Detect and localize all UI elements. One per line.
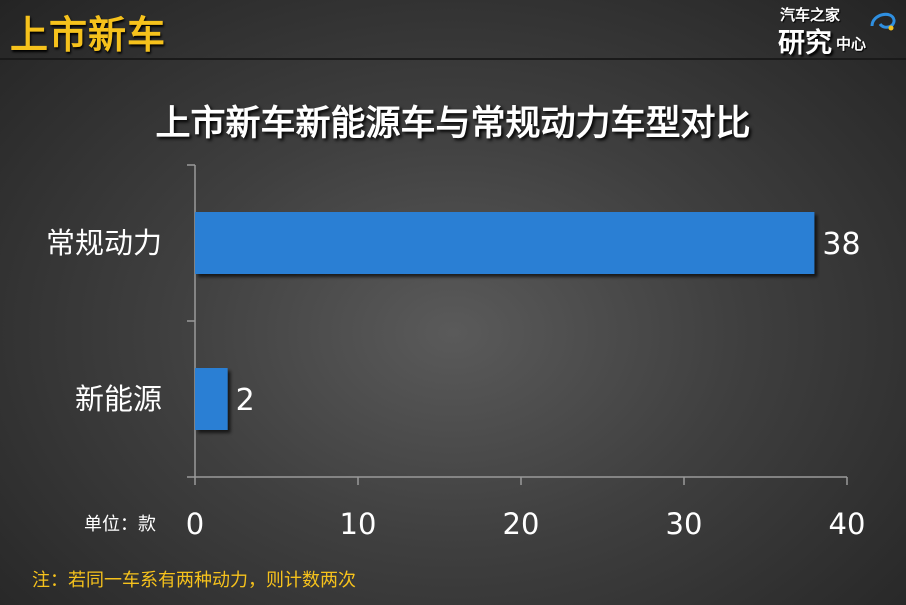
logo-top-text: 汽车之家 <box>780 6 841 24</box>
autohome-research-logo: 汽车之家 研究 中心 <box>778 4 898 59</box>
logo-swirl-icon <box>870 12 896 31</box>
x-tick-label: 0 <box>186 507 204 541</box>
unit-label: 单位：款 <box>84 514 156 535</box>
bar <box>195 212 815 274</box>
bar <box>195 368 228 430</box>
data-label: 38 <box>822 227 860 262</box>
x-tick-label: 20 <box>503 507 540 541</box>
category-label: 常规动力 <box>46 226 162 260</box>
category-label: 新能源 <box>75 382 162 416</box>
chart-title: 上市新车新能源车与常规动力车型对比 <box>155 104 751 144</box>
logo-sub-text: 中心 <box>836 35 867 53</box>
data-label: 2 <box>236 383 255 418</box>
x-tick-label: 40 <box>829 507 866 541</box>
footnote: 注：若同一车系有两种动力，则计数两次 <box>32 570 356 591</box>
header-divider <box>0 58 906 60</box>
x-tick-label: 10 <box>340 507 377 541</box>
logo-main-text: 研究 <box>778 28 832 59</box>
x-tick-label: 30 <box>666 507 703 541</box>
section-title: 上市新车 <box>10 13 167 57</box>
